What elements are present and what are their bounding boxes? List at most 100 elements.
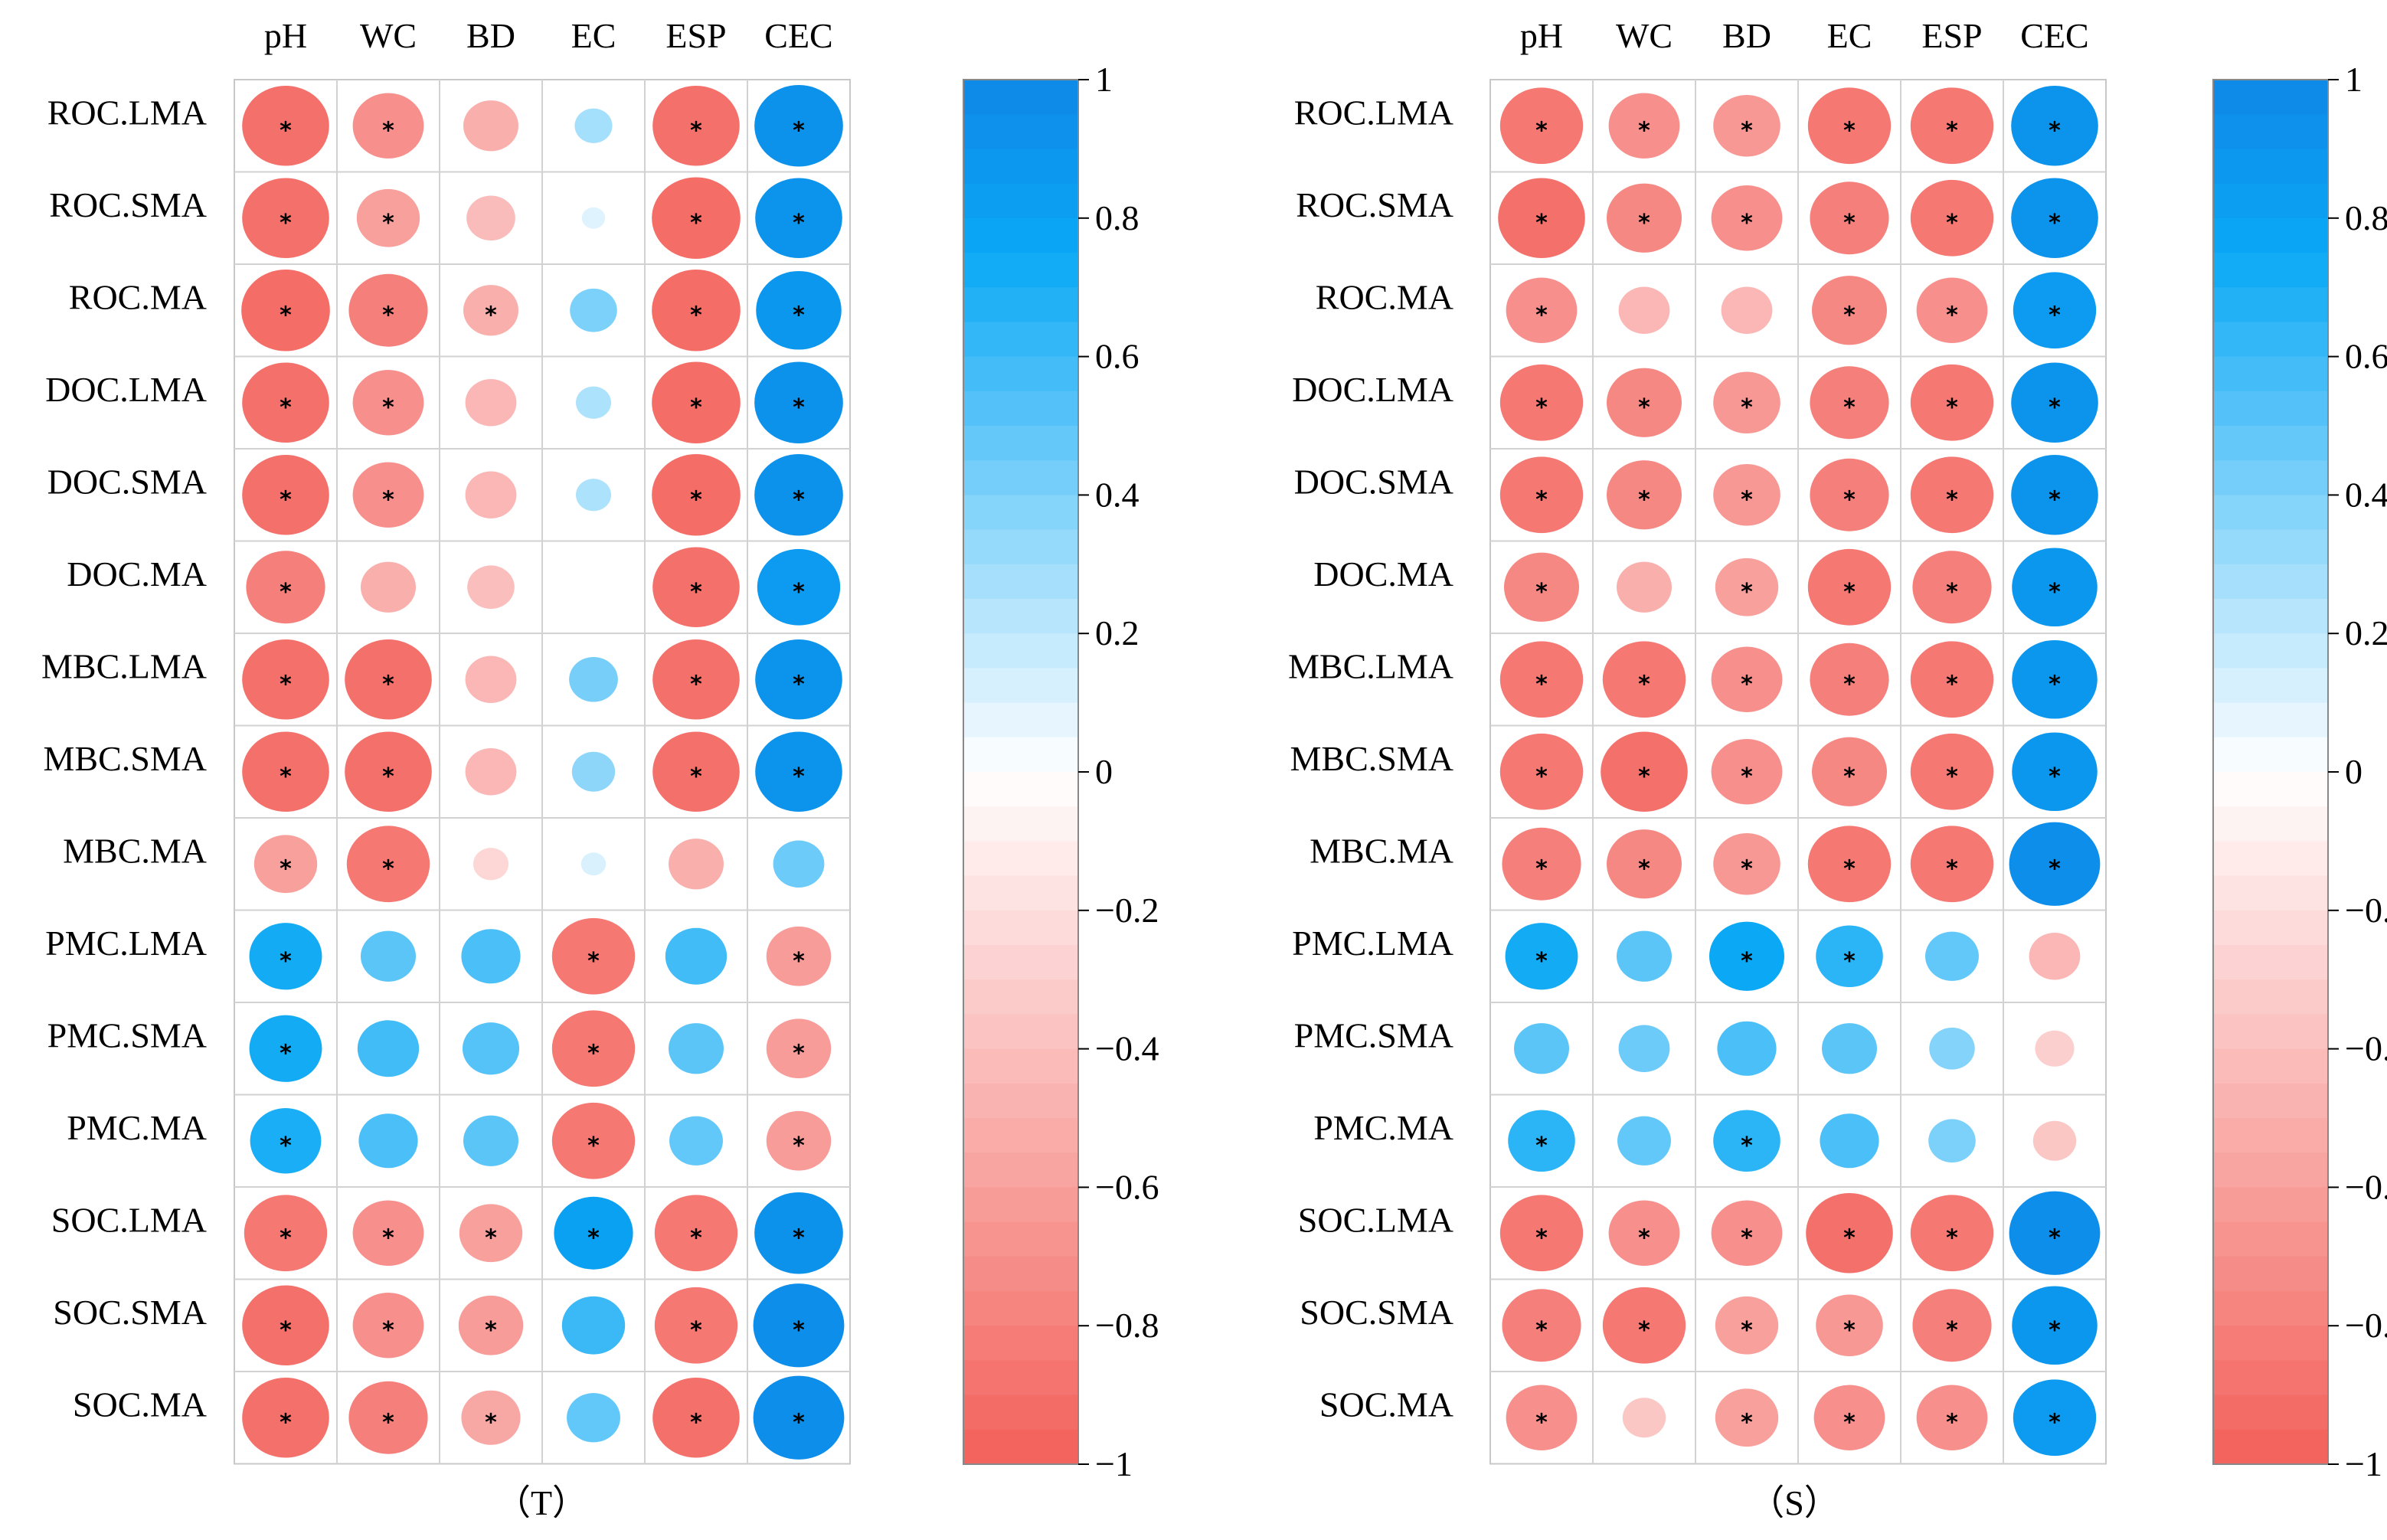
cell-roc-ma-cec (756, 270, 842, 350)
significance-star: * (1638, 486, 1650, 513)
significance-star: * (1843, 302, 1856, 329)
column-label-wc: WC (360, 16, 417, 55)
colorbar-step (2213, 426, 2328, 461)
colorbar-step (2213, 495, 2328, 531)
row-label-pmc-ma: PMC.MA (67, 1108, 207, 1147)
row-label-soc-sma: SOC.SMA (53, 1293, 207, 1332)
colorbar-tick-label: −0.8 (2345, 1306, 2387, 1345)
significance-star: * (382, 394, 394, 421)
row-label-mbc-sma: MBC.SMA (44, 739, 207, 778)
colorbar-step (963, 1395, 1078, 1430)
significance-star: * (1638, 763, 1650, 790)
significance-star: * (1843, 394, 1856, 421)
significance-star: * (485, 1317, 497, 1344)
cell-doc-sma-ec (576, 479, 611, 512)
colorbar-step (2213, 806, 2328, 842)
cell-soc-ma-ec (1813, 1385, 1885, 1450)
colorbar-tick-label: 0 (1095, 752, 1113, 791)
cell-roc-sma-esp (652, 177, 741, 259)
cell-soc-lma-cec (754, 1192, 843, 1274)
colorbar-tick-label: 0.2 (2345, 613, 2387, 652)
significance-star: * (2049, 763, 2061, 790)
cell-soc-lma-esp (1910, 1195, 1994, 1272)
colorbar-step (2213, 979, 2328, 1015)
significance-star: * (1638, 117, 1650, 144)
significance-star: * (280, 579, 292, 606)
column-label-cec: CEC (2020, 16, 2088, 55)
significance-star: * (793, 579, 805, 606)
significance-star: * (793, 394, 805, 421)
significance-star: * (280, 1133, 292, 1159)
significance-star: * (793, 948, 805, 975)
colorbar-step (2213, 1256, 2328, 1292)
colorbar-step (2213, 1395, 2328, 1430)
significance-star: * (690, 302, 702, 329)
cell-pmc-ma-esp (1928, 1119, 1976, 1163)
colorbar-step (963, 668, 1078, 704)
row-label-soc-lma: SOC.LMA (1298, 1200, 1453, 1239)
panel-s: pH WC BD EC ESP CEC ROC.LMA ROC.SMA ROC.MA DOC.LM… (1288, 16, 2387, 1522)
row-label-doc-ma: DOC.MA (1313, 554, 1453, 593)
cell-doc-lma-bd (1713, 371, 1780, 434)
cell-mbc-lma-ph (242, 639, 329, 720)
cell-pmc-lma-ph (1505, 923, 1578, 990)
cell-mbc-ma-cec (2009, 822, 2101, 906)
significance-star: * (1638, 1317, 1650, 1344)
row-label-mbc-ma: MBC.MA (1310, 831, 1453, 870)
significance-star: * (793, 1224, 805, 1251)
row-label-pmc-sma: PMC.SMA (47, 1015, 207, 1054)
cell-mbc-sma-bd (465, 748, 517, 796)
significance-star: * (793, 1409, 805, 1436)
significance-star: * (1638, 394, 1650, 421)
colorbar-step (963, 875, 1078, 911)
significance-star: * (1843, 671, 1856, 698)
significance-star: * (280, 486, 292, 513)
cell-roc-lma-ec (1807, 87, 1892, 165)
colorbar-step (963, 979, 1078, 1015)
colorbar-step (2213, 633, 2328, 669)
significance-star: * (485, 1224, 497, 1251)
significance-star: * (1946, 210, 1958, 237)
column-label-bd: BD (466, 16, 515, 55)
significance-star: * (280, 1409, 292, 1436)
cell-mbc-sma-ec (571, 751, 616, 792)
cell-pmc-ma-ec (551, 1102, 636, 1179)
significance-star: * (1843, 117, 1856, 144)
significance-star: * (280, 763, 292, 790)
cell-doc-sma-bd (1713, 463, 1780, 526)
row-label-doc-sma: DOC.SMA (1294, 462, 1453, 501)
significance-star: * (1946, 302, 1958, 329)
colorbar-step (963, 322, 1078, 358)
cell-soc-ma-cec (2013, 1379, 2097, 1457)
cell-mbc-lma-ec (569, 656, 618, 702)
colorbar-step (963, 529, 1078, 565)
significance-star: * (280, 1317, 292, 1344)
colorbar-tick-label: 0.2 (1095, 613, 1140, 652)
colorbar-step (2213, 253, 2328, 288)
significance-star: * (793, 1133, 805, 1159)
cell-mbc-lma-ec (1810, 642, 1889, 716)
colorbar-step (2213, 1118, 2328, 1153)
colorbar-step (963, 1153, 1078, 1188)
row-label-doc-ma: DOC.MA (67, 554, 207, 593)
significance-star: * (280, 1040, 292, 1067)
cell-doc-sma-esp (652, 454, 741, 536)
cell-roc-ma-ph (241, 270, 330, 351)
cell-mbc-ma-esp (669, 839, 724, 890)
colorbar-tick-label: 0.8 (2345, 198, 2387, 237)
cell-soc-sma-ph (242, 1285, 329, 1366)
cell-roc-ma-esp (1916, 277, 1988, 343)
row-label-roc-ma: ROC.MA (69, 277, 207, 316)
cell-pmc-sma-esp (669, 1023, 724, 1074)
cell-soc-ma-wc (348, 1381, 428, 1454)
colorbar-step (963, 633, 1078, 669)
colorbar-step (963, 149, 1078, 185)
cell-mbc-sma-ec (1812, 737, 1887, 806)
cell-soc-sma-esp (654, 1287, 738, 1364)
cell-doc-lma-ph (242, 362, 329, 443)
significance-star: * (2049, 394, 2061, 421)
colorbar-step (963, 702, 1078, 738)
colorbar-tick-label: 0.6 (2345, 337, 2387, 376)
cell-doc-sma-ph (242, 454, 329, 535)
